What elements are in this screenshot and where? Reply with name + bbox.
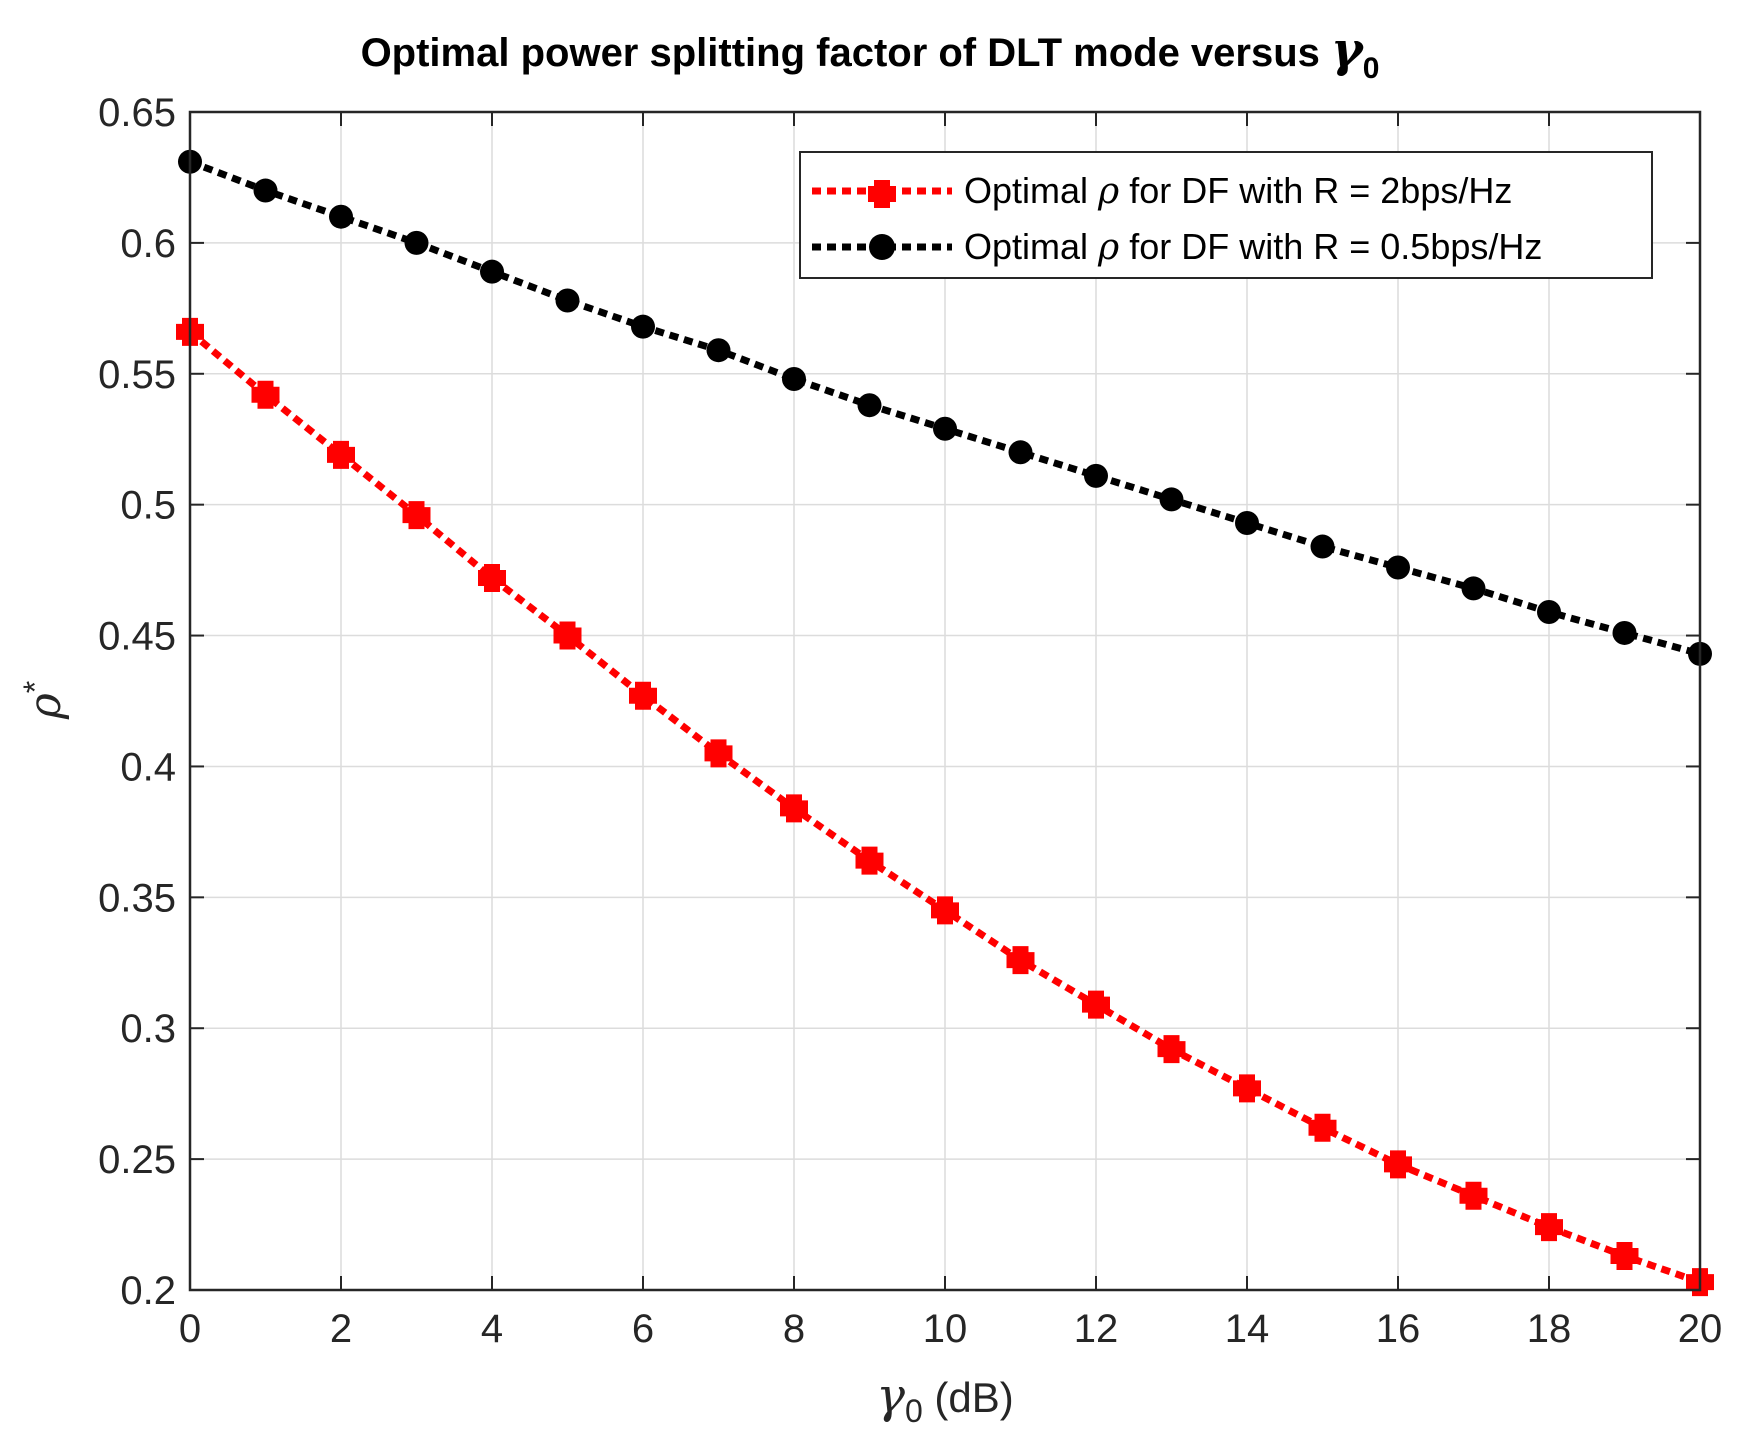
data-point	[706, 338, 731, 363]
data-point	[631, 314, 655, 339]
x-tick-label: 16	[1376, 1307, 1421, 1351]
data-point	[933, 416, 957, 441]
x-tick-label: 6	[632, 1307, 654, 1351]
x-axis-label: γ0 (dB)	[876, 1368, 1014, 1429]
data-point	[1537, 599, 1561, 624]
legend: Optimal ρ for DF with R = 2bps/Hz Optima…	[799, 151, 1653, 279]
series-layer	[176, 149, 1714, 1297]
data-point	[327, 440, 355, 469]
data-point	[329, 204, 353, 229]
x-tick-label: 4	[481, 1307, 503, 1351]
data-point	[553, 621, 582, 650]
data-point	[1159, 487, 1184, 512]
data-point	[478, 563, 506, 592]
data-point	[629, 681, 657, 710]
data-point	[1386, 555, 1410, 580]
data-point	[855, 846, 884, 875]
data-point	[1535, 1213, 1563, 1242]
data-point	[555, 288, 580, 313]
data-point	[1233, 1074, 1261, 1103]
series-1	[176, 317, 1714, 1297]
data-point	[1157, 1035, 1186, 1064]
series-2	[178, 149, 1712, 666]
data-point	[1082, 990, 1110, 1019]
y-tick-label: 0.25	[98, 1138, 176, 1182]
data-point	[1610, 1241, 1639, 1270]
data-point	[1459, 1181, 1488, 1210]
x-tick-labels: 0 2 4 6 8 10 12 14 16 18 20	[179, 1307, 1722, 1351]
data-point	[1006, 946, 1035, 975]
data-point	[782, 367, 806, 392]
data-point	[1235, 510, 1259, 535]
data-point	[704, 739, 733, 768]
y-tick-labels: 0.2 0.25 0.3 0.35 0.4 0.45 0.5 0.55 0.6 0.65	[98, 91, 176, 1313]
x-tick-label: 10	[923, 1307, 968, 1351]
data-point	[780, 794, 808, 823]
data-point	[1612, 620, 1637, 645]
x-tick-label: 20	[1678, 1307, 1723, 1351]
y-axis-label: ρ*	[17, 681, 71, 720]
y-tick-label: 0.2	[120, 1269, 176, 1313]
data-point	[253, 178, 278, 203]
x-tick-label: 18	[1527, 1307, 1572, 1351]
data-point	[402, 501, 431, 530]
y-tick-label: 0.55	[98, 353, 176, 397]
legend-circle-marker	[869, 234, 895, 260]
data-point	[480, 259, 504, 284]
data-point	[931, 896, 959, 925]
legend-label-series-2: Optimal ρ for DF with R = 0.5bps/Hz	[964, 226, 1542, 268]
y-tick-label: 0.5	[120, 484, 176, 528]
data-point	[404, 230, 429, 255]
data-point	[857, 393, 882, 418]
data-point	[1461, 576, 1486, 601]
x-tick-label: 0	[179, 1307, 201, 1351]
x-tick-label: 12	[1074, 1307, 1119, 1351]
data-point	[1308, 1113, 1337, 1142]
data-point	[1084, 463, 1108, 488]
legend-entry-series-1: Optimal ρ for DF with R = 2bps/Hz	[812, 170, 1512, 212]
data-point	[1008, 440, 1033, 465]
y-tick-label: 0.6	[120, 222, 176, 266]
legend-entry-series-2: Optimal ρ for DF with R = 0.5bps/Hz	[812, 226, 1542, 268]
data-point	[1384, 1150, 1412, 1179]
x-tick-label: 8	[783, 1307, 805, 1351]
legend-label-series-1: Optimal ρ for DF with R = 2bps/Hz	[964, 170, 1512, 212]
y-tick-label: 0.35	[98, 876, 176, 920]
data-point	[1310, 534, 1335, 559]
legend-plus-marker	[868, 180, 896, 208]
chart-title: Optimal power splitting factor of DLT mo…	[361, 22, 1380, 85]
x-tick-label: 2	[330, 1307, 352, 1351]
x-tick-label: 14	[1225, 1307, 1270, 1351]
axis-ticks	[189, 111, 1701, 1291]
y-tick-label: 0.3	[120, 1007, 176, 1051]
data-point	[251, 380, 280, 409]
y-tick-label: 0.65	[98, 91, 176, 135]
legend-box	[799, 151, 1653, 279]
y-tick-label: 0.4	[120, 745, 176, 789]
y-tick-label: 0.45	[98, 615, 176, 659]
